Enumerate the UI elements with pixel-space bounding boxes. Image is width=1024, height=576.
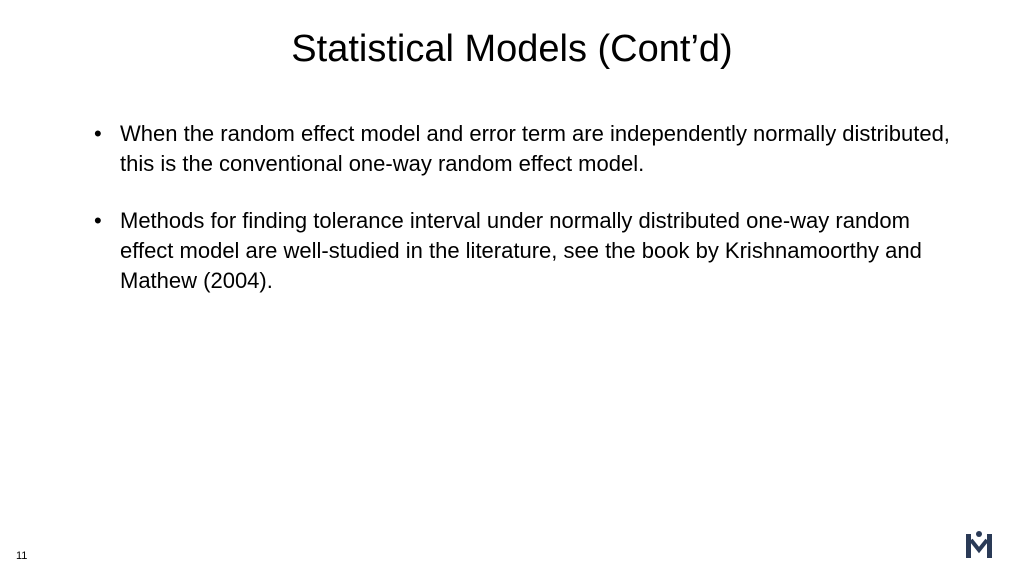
logo-bar-right bbox=[987, 534, 992, 558]
bullet-item: Methods for finding tolerance interval u… bbox=[94, 206, 964, 295]
slide-title: Statistical Models (Cont’d) bbox=[60, 28, 964, 71]
slide: Statistical Models (Cont’d) When the ran… bbox=[0, 0, 1024, 576]
page-number: 11 bbox=[16, 550, 27, 562]
bullet-item: When the random effect model and error t… bbox=[94, 119, 964, 178]
logo-dot bbox=[976, 531, 982, 537]
bullet-list: When the random effect model and error t… bbox=[60, 119, 964, 295]
logo-bar-left bbox=[966, 534, 971, 558]
logo-v bbox=[971, 540, 987, 550]
logo-icon bbox=[962, 528, 996, 562]
